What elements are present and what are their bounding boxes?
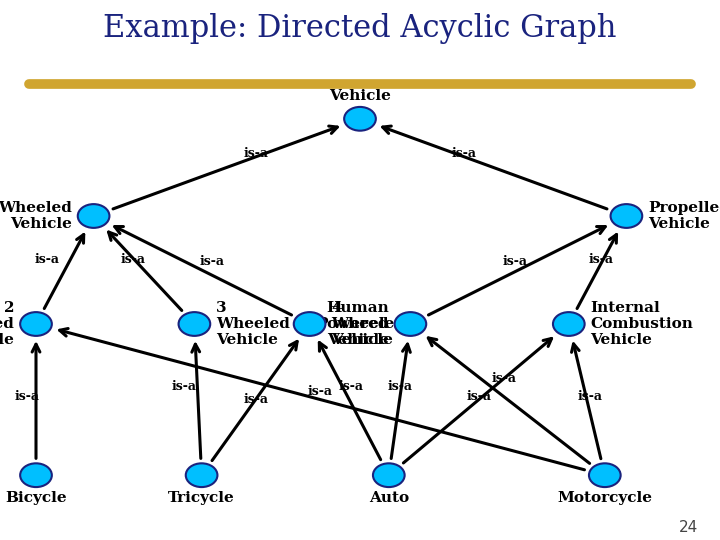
- Text: is-a: is-a: [492, 372, 516, 384]
- Circle shape: [78, 204, 109, 228]
- Text: Tricycle: Tricycle: [168, 491, 235, 505]
- Text: is-a: is-a: [467, 390, 491, 403]
- Circle shape: [553, 312, 585, 336]
- Circle shape: [20, 312, 52, 336]
- Text: Motorcycle: Motorcycle: [557, 491, 652, 505]
- Circle shape: [179, 312, 210, 336]
- Text: Auto: Auto: [369, 491, 409, 505]
- Circle shape: [344, 107, 376, 131]
- Text: is-a: is-a: [339, 380, 364, 393]
- Text: is-a: is-a: [35, 253, 59, 266]
- Text: is-a: is-a: [121, 253, 145, 266]
- Text: is-a: is-a: [308, 385, 333, 398]
- Text: Wheeled
Vehicle: Wheeled Vehicle: [0, 201, 72, 231]
- Text: 3
Wheeled
Vehicle: 3 Wheeled Vehicle: [216, 301, 290, 347]
- Text: is-a: is-a: [387, 380, 412, 393]
- Text: Bicycle: Bicycle: [5, 491, 67, 505]
- Text: is-a: is-a: [171, 380, 196, 393]
- Text: is-a: is-a: [589, 253, 613, 266]
- Circle shape: [611, 204, 642, 228]
- Circle shape: [589, 463, 621, 487]
- Text: is-a: is-a: [503, 255, 527, 268]
- Text: is-a: is-a: [200, 255, 225, 268]
- Circle shape: [20, 463, 52, 487]
- Circle shape: [294, 312, 325, 336]
- Text: is-a: is-a: [578, 390, 603, 403]
- Text: is-a: is-a: [15, 390, 40, 403]
- Text: is-a: is-a: [452, 147, 477, 160]
- Text: Human
Powered
Vehicle: Human Powered Vehicle: [316, 301, 389, 347]
- Circle shape: [186, 463, 217, 487]
- Text: 24: 24: [679, 519, 698, 535]
- Text: 4
Wheeled
Vehicle: 4 Wheeled Vehicle: [331, 301, 405, 347]
- Text: is-a: is-a: [243, 147, 268, 160]
- Text: Vehicle: Vehicle: [329, 89, 391, 103]
- Circle shape: [395, 312, 426, 336]
- Circle shape: [373, 463, 405, 487]
- Text: 2
Wheeled
Vehicle: 2 Wheeled Vehicle: [0, 301, 14, 347]
- Text: Example: Directed Acyclic Graph: Example: Directed Acyclic Graph: [103, 14, 617, 44]
- Text: is-a: is-a: [243, 393, 268, 406]
- Text: Internal
Combustion
Vehicle: Internal Combustion Vehicle: [590, 301, 693, 347]
- Text: Propelled
Vehicle: Propelled Vehicle: [648, 201, 720, 231]
